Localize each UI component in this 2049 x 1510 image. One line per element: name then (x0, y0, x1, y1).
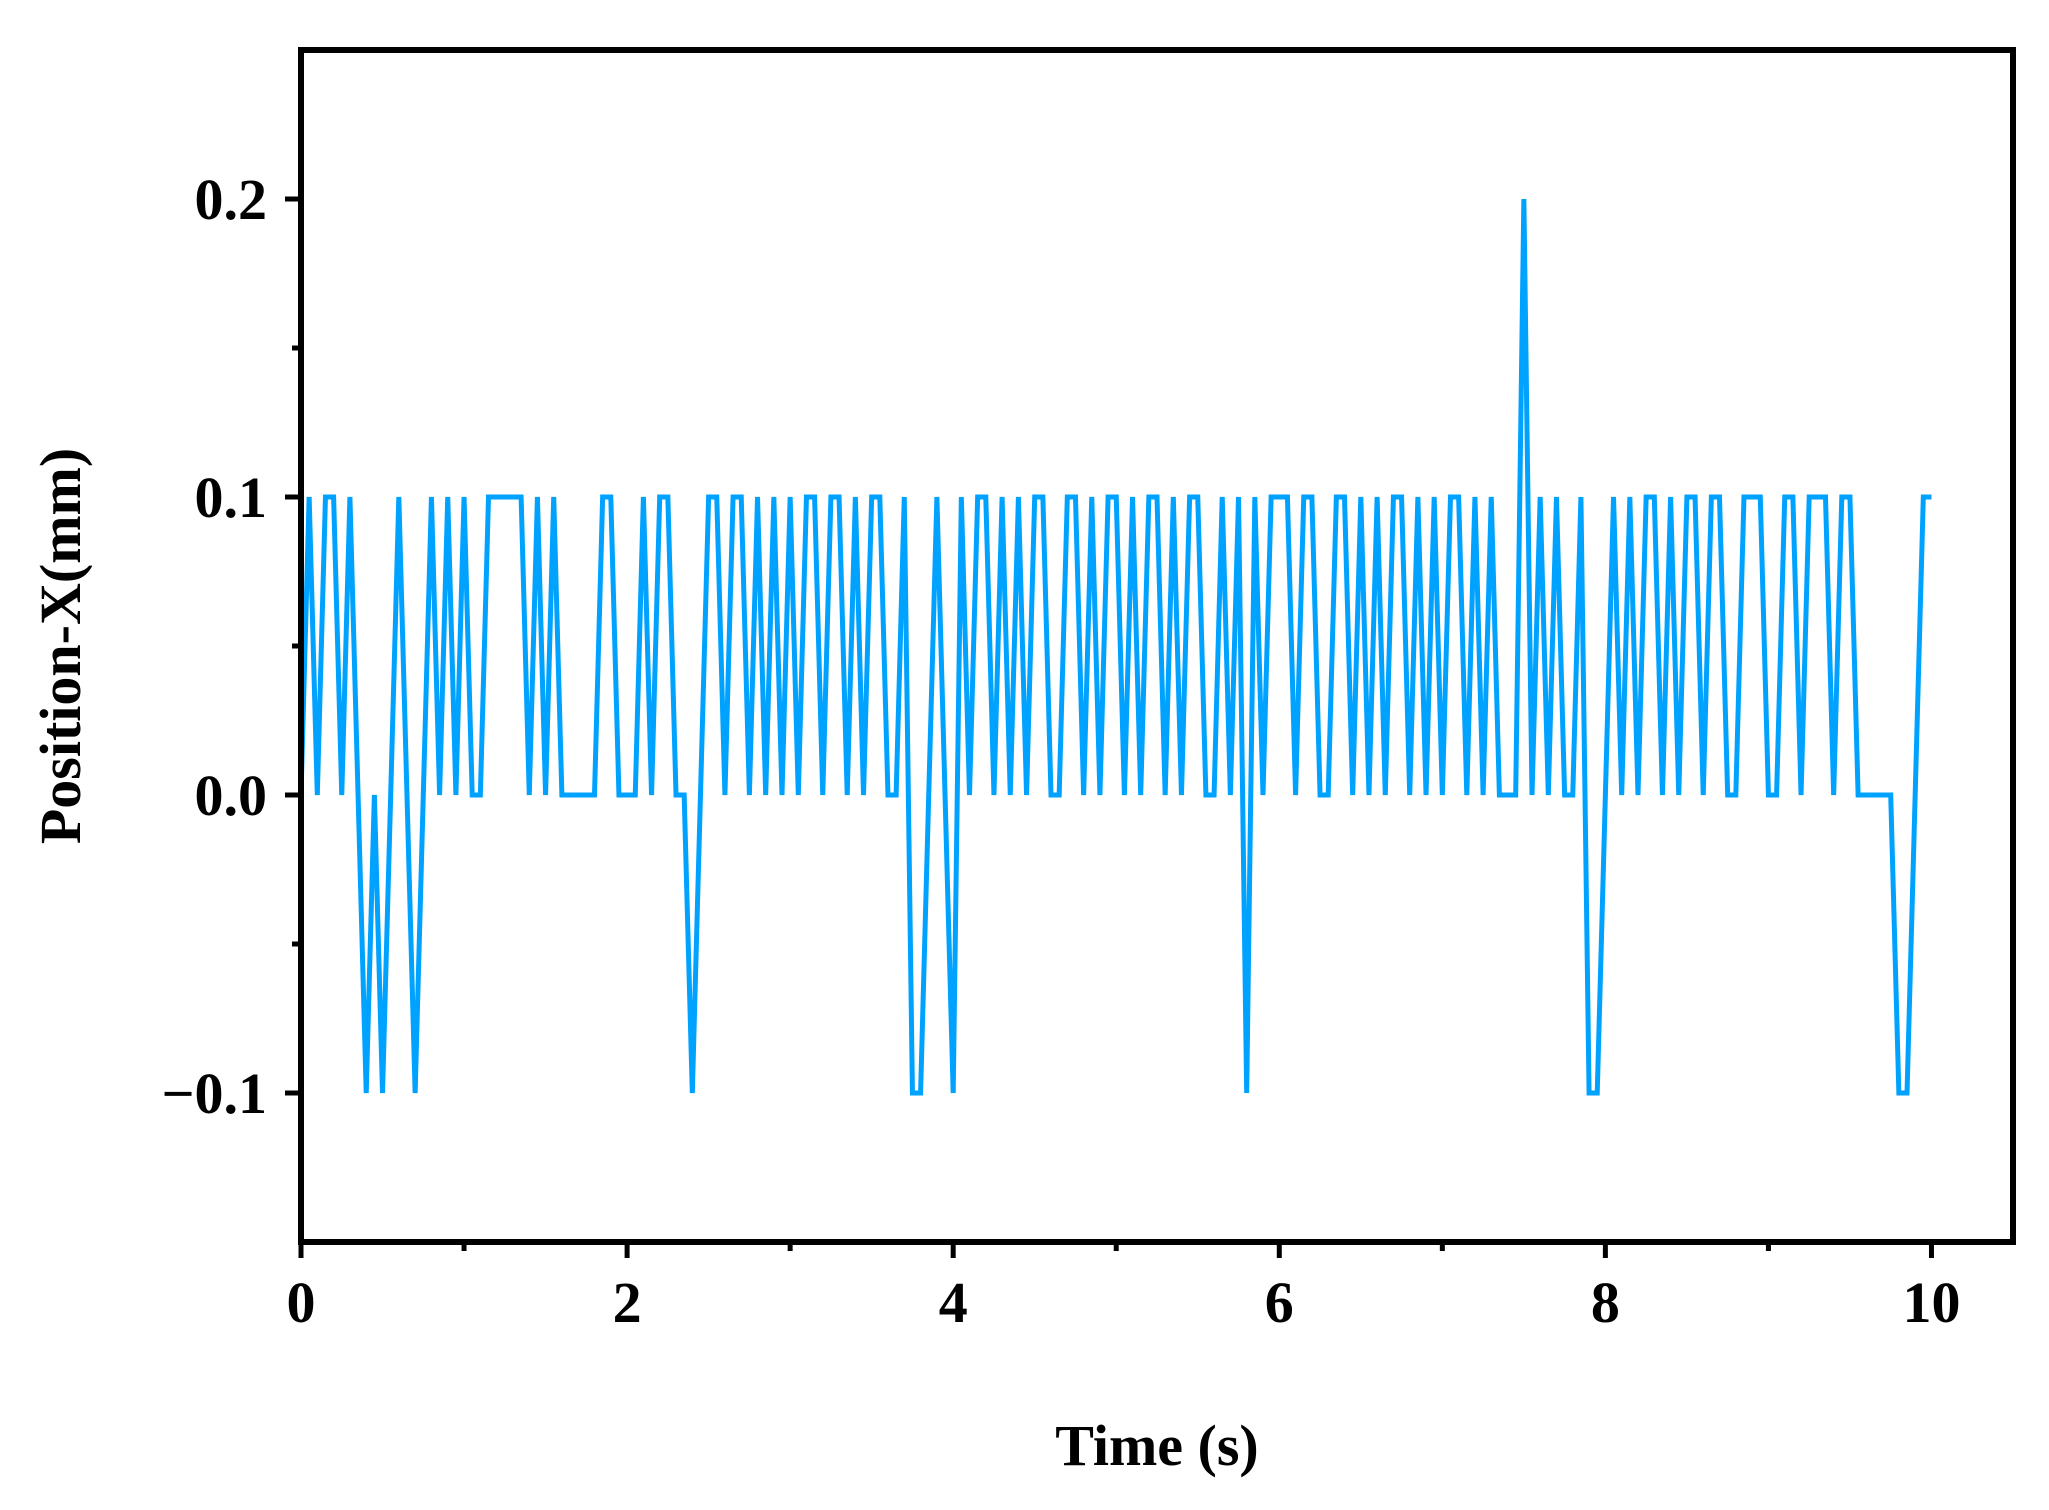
x-tick-label: 4 (939, 1270, 968, 1335)
x-axis-title: Time (s) (1055, 1413, 1259, 1478)
y-tick-label: 0.1 (195, 465, 268, 530)
x-tick-label: 0 (287, 1270, 316, 1335)
x-tick-label: 8 (1591, 1270, 1620, 1335)
y-tick-label: 0.2 (195, 167, 268, 232)
y-tick-label: −0.1 (161, 1061, 267, 1126)
y-tick-label: 0.0 (195, 763, 268, 828)
x-tick-label: 2 (613, 1270, 642, 1335)
data-line (298, 198, 1932, 1096)
x-tick-label: 6 (1265, 1270, 1294, 1335)
x-tick-label: 10 (1902, 1270, 1960, 1335)
y-axis-title: Position-X(mm) (28, 448, 93, 844)
